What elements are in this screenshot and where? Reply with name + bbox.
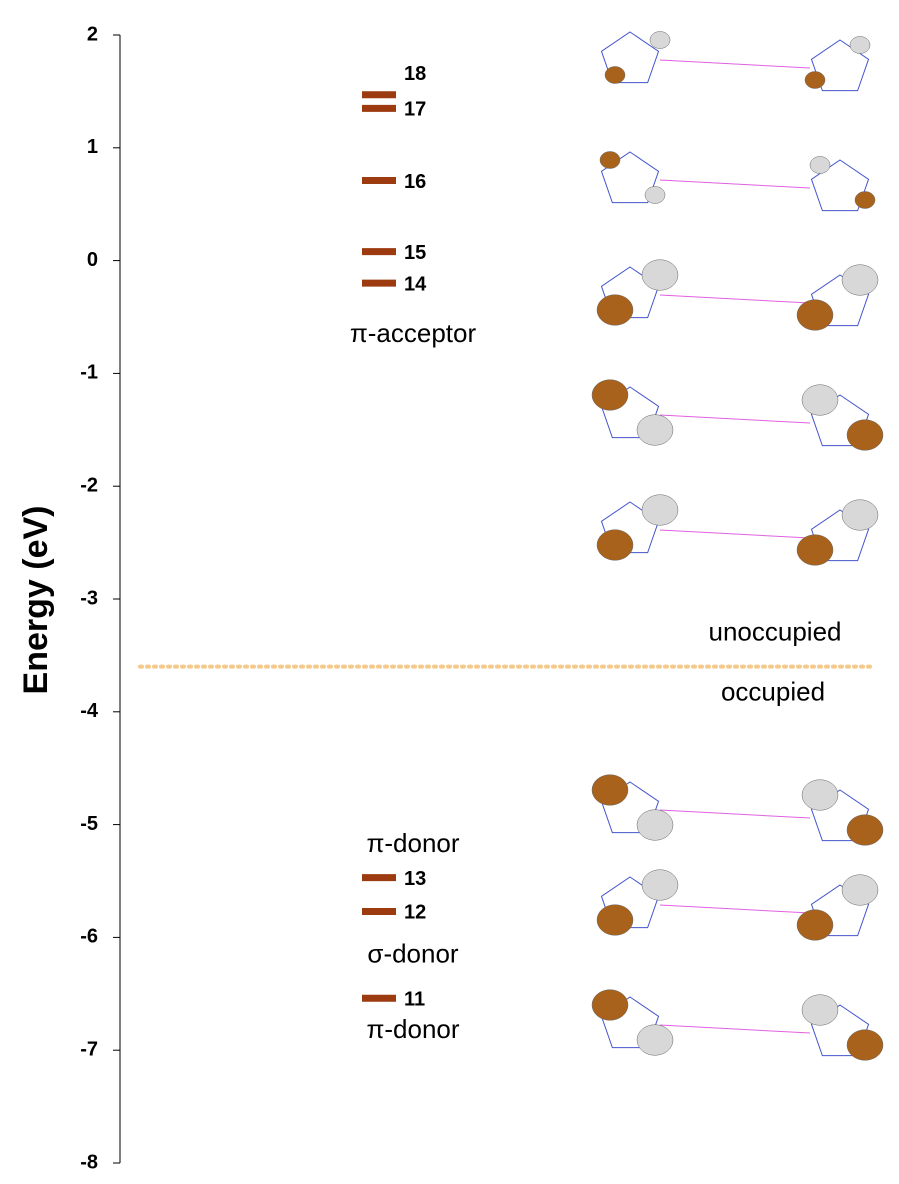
annotation: σ-donor	[367, 938, 459, 968]
bond	[660, 295, 810, 303]
orbital-lobe	[642, 260, 678, 291]
orbital-lobe	[847, 815, 883, 846]
level-label: 15	[404, 242, 426, 264]
orbital-lobe	[592, 775, 628, 806]
level-label: 11	[404, 989, 425, 1011]
y-tick-label: 2	[87, 23, 98, 45]
orbital-lobe	[842, 265, 878, 296]
orbital-lobe	[592, 380, 628, 411]
orbital-lobe	[855, 192, 875, 209]
bond	[660, 415, 810, 423]
orbital-lobe	[847, 420, 883, 451]
unoccupied-label: unoccupied	[709, 617, 842, 647]
bond	[660, 1025, 810, 1033]
bond	[660, 810, 810, 818]
orbital-lobe	[805, 72, 825, 89]
y-tick-label: -3	[80, 587, 98, 609]
level-label: 14	[404, 273, 427, 295]
orbital-lobe	[637, 415, 673, 446]
level-label: 16	[404, 171, 426, 193]
orbital-lobe	[802, 385, 838, 416]
bond	[660, 60, 810, 68]
y-tick-label: -5	[80, 813, 98, 835]
annotation: π-acceptor	[350, 318, 477, 348]
orbital-lobe	[642, 495, 678, 526]
annotation: π-donor	[366, 1014, 459, 1044]
orbital-lobe	[802, 780, 838, 811]
orbital-lobe	[797, 300, 833, 331]
orbital-lobe	[842, 500, 878, 531]
y-tick-label: -1	[80, 362, 98, 384]
orbital-lobe	[797, 910, 833, 941]
bond	[660, 530, 810, 538]
orbital-images	[592, 32, 883, 1061]
bond	[660, 180, 810, 188]
orbital-lobe	[637, 1025, 673, 1056]
orbital-lobe	[642, 870, 678, 901]
level-label: 18	[404, 63, 426, 85]
y-tick-label: -8	[80, 1151, 98, 1173]
annotation: π-donor	[366, 828, 459, 858]
y-axis-title: Energy (eV)	[17, 506, 55, 695]
y-tick-label: 0	[87, 249, 98, 271]
orbital-lobe	[605, 67, 625, 84]
orbital-lobe	[592, 990, 628, 1021]
orbital-lobe	[645, 187, 665, 204]
orbital-lobe	[810, 157, 830, 174]
page: {"chart_data": {"type": "levels", "ylabe…	[0, 0, 899, 1184]
orbital-lobe	[597, 530, 633, 561]
orbital-lobe	[797, 535, 833, 566]
orbital-lobe	[597, 905, 633, 936]
level-label: 17	[404, 99, 426, 121]
orbital-lobe	[600, 152, 620, 169]
bond	[660, 905, 810, 913]
orbital-lobe	[842, 875, 878, 906]
level-label: 12	[404, 902, 426, 924]
orbital-lobe	[847, 1030, 883, 1061]
y-tick-label: -7	[80, 1038, 98, 1060]
level-label: 13	[404, 868, 426, 890]
occupied-label: occupied	[721, 677, 825, 707]
orbital-lobe	[637, 810, 673, 841]
orbital-lobe	[650, 32, 670, 49]
y-tick-label: -4	[80, 700, 99, 722]
y-tick-label: -2	[80, 474, 98, 496]
orbital-lobe	[802, 995, 838, 1026]
y-tick-label: 1	[87, 136, 98, 158]
orbital-lobe	[597, 295, 633, 326]
orbital-lobe	[850, 37, 870, 54]
chart: Energy (eV) -8-7-6-5-4-3-2-1012unoccupie…	[0, 0, 899, 1184]
y-tick-label: -6	[80, 926, 98, 948]
